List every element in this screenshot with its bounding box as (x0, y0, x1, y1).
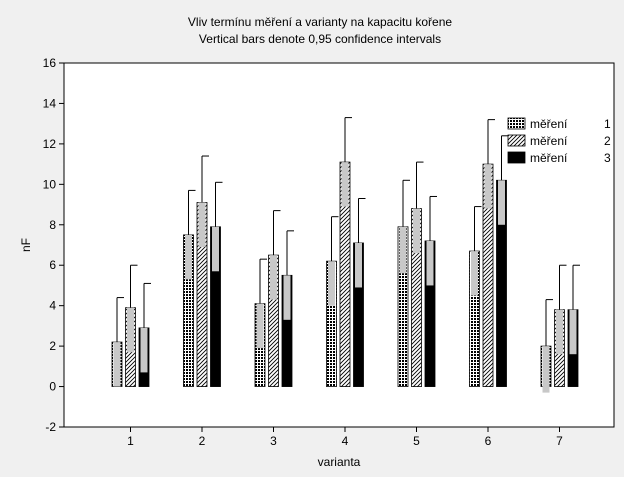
x-tick-label: 5 (413, 434, 420, 448)
ci-lower-band (355, 242, 362, 288)
ci-lower-band (542, 346, 550, 393)
ci-lower-band (413, 208, 420, 254)
ci-lower-band (283, 275, 291, 320)
ci-lower-band (185, 234, 192, 280)
y-axis: -2 0 2 4 6 8 10 12 14 16 (43, 56, 64, 434)
x-tick-label: 2 (199, 434, 206, 448)
ci-lower-band (399, 226, 407, 274)
x-axis-label: varianta (318, 455, 361, 469)
y-tick-label: 16 (43, 56, 57, 70)
legend-swatch-3 (507, 151, 526, 164)
y-tick-label: -2 (45, 420, 56, 434)
bars (111, 117, 580, 393)
x-tick-label: 1 (127, 434, 134, 448)
y-tick-label: 2 (49, 339, 56, 353)
x-tick-label: 6 (485, 434, 492, 448)
x-tick-label: 3 (270, 434, 277, 448)
x-tick-label: 4 (342, 434, 349, 448)
y-tick-label: 14 (43, 96, 57, 110)
ci-lower-band (113, 342, 121, 387)
legend-label: měření (530, 134, 568, 148)
legend-number: 1 (604, 117, 611, 131)
ci-lower-band (127, 307, 134, 353)
legend-number: 3 (604, 151, 611, 165)
y-axis-label: nF (19, 238, 33, 252)
ci-lower-band (341, 162, 349, 207)
legend-label: měření (530, 117, 568, 131)
ci-lower-band (498, 180, 505, 225)
ci-lower-band (140, 327, 148, 373)
chart-subtitle: Vertical bars denote 0,95 confidence int… (199, 32, 441, 46)
y-tick-label: 8 (49, 218, 56, 232)
legend-swatch-1 (507, 117, 526, 130)
y-tick-label: 4 (49, 299, 56, 313)
ci-lower-band (198, 202, 206, 248)
chart-title: Vliv termínu měření a varianty na kapaci… (188, 15, 452, 29)
ci-lower-band (569, 309, 577, 355)
ci-lower-band (426, 240, 434, 286)
legend-number: 2 (604, 134, 611, 148)
ci-lower-band (484, 164, 492, 209)
ci-lower-band (256, 303, 264, 349)
y-tick-label: 6 (49, 258, 56, 272)
ci-lower-band (270, 255, 277, 300)
ci-lower-band (212, 226, 219, 272)
y-tick-label: 10 (43, 177, 57, 191)
y-tick-label: 12 (43, 137, 57, 151)
ci-lower-band (556, 309, 563, 355)
x-tick-label: 7 (556, 434, 563, 448)
legend-swatch-2 (507, 134, 526, 147)
y-tick-label: 0 (49, 380, 56, 394)
x-axis: 1 2 3 4 5 6 7 (127, 427, 563, 448)
ci-lower-band (328, 261, 335, 306)
legend: měření 1 měření 2 měření 3 (507, 117, 611, 165)
ci-lower-band (471, 251, 478, 296)
legend-label: měření (530, 151, 568, 165)
